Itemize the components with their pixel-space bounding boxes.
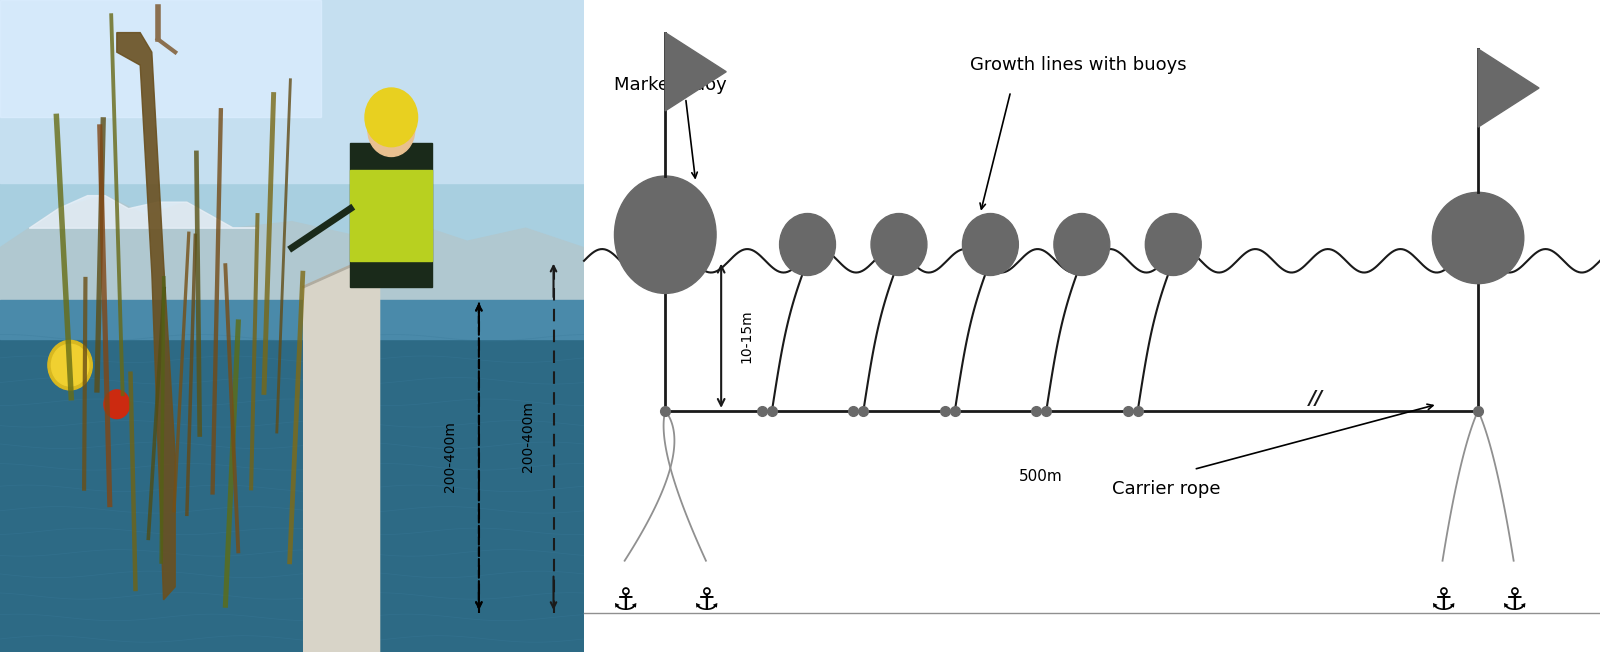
Text: ⚓: ⚓ xyxy=(611,587,638,615)
Text: 200-400m: 200-400m xyxy=(443,421,456,492)
Text: 500m: 500m xyxy=(1019,469,1062,484)
Ellipse shape xyxy=(1146,213,1202,275)
Text: Marker buoy: Marker buoy xyxy=(614,76,728,94)
Bar xyxy=(0,0,584,183)
Ellipse shape xyxy=(1432,192,1523,284)
Ellipse shape xyxy=(614,176,717,293)
Polygon shape xyxy=(0,196,584,313)
Text: 10-15m: 10-15m xyxy=(739,309,754,363)
Text: ⚓: ⚓ xyxy=(1429,587,1456,615)
Bar xyxy=(0,0,584,313)
Polygon shape xyxy=(29,196,258,228)
Ellipse shape xyxy=(963,213,1018,275)
Bar xyxy=(0,300,584,652)
Text: ⚓: ⚓ xyxy=(1499,587,1528,615)
Circle shape xyxy=(365,88,418,147)
Circle shape xyxy=(51,344,88,386)
Text: //: // xyxy=(1309,389,1323,408)
Bar xyxy=(0,300,584,339)
Text: Carrier rope: Carrier rope xyxy=(1112,480,1221,498)
Circle shape xyxy=(368,104,414,156)
Bar xyxy=(0,0,322,117)
Ellipse shape xyxy=(1054,213,1110,275)
Polygon shape xyxy=(304,261,379,652)
Bar xyxy=(350,170,432,261)
Bar xyxy=(350,143,432,287)
Ellipse shape xyxy=(779,213,835,275)
Circle shape xyxy=(48,340,93,390)
Text: 200-400m: 200-400m xyxy=(522,402,534,472)
Polygon shape xyxy=(1478,49,1539,127)
Text: Growth lines with buoys: Growth lines with buoys xyxy=(970,56,1187,74)
Ellipse shape xyxy=(870,213,926,275)
Polygon shape xyxy=(666,33,726,111)
Polygon shape xyxy=(117,33,176,600)
Text: ⚓: ⚓ xyxy=(693,587,720,615)
Circle shape xyxy=(104,390,130,419)
